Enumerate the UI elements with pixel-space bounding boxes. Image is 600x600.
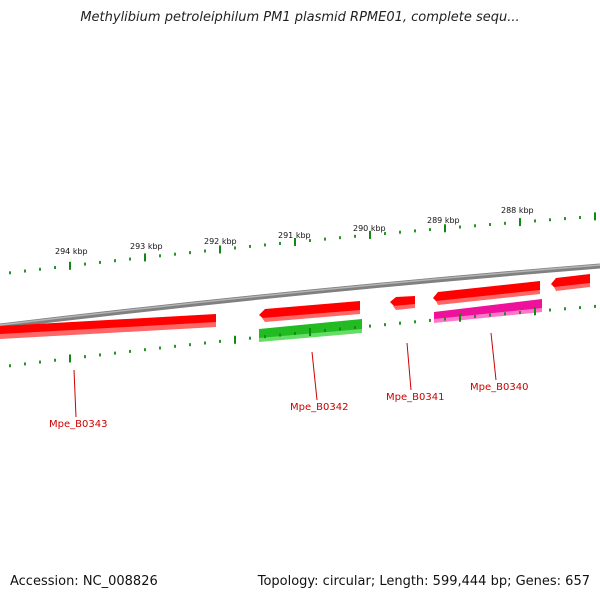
ruler-label: 293 kbp [130, 242, 163, 251]
inner-tick-ring [9, 304, 596, 368]
summary-text: Topology: circular; Length: 599,444 bp; … [257, 574, 590, 589]
ruler-label: 290 kbp [353, 224, 386, 233]
accession-text: Accession: NC_008826 [10, 574, 158, 589]
ruler-label: 294 kbp [55, 247, 88, 256]
ruler-label: 288 kbp [501, 206, 534, 215]
ruler-label: 289 kbp [427, 216, 460, 225]
ruler-label: 292 kbp [204, 237, 237, 246]
gene-labels: Mpe_B0343 Mpe_B0342 Mpe_B0341 Mpe_B0340 [49, 382, 528, 430]
outer-tick-ring [9, 212, 596, 275]
gene-label-leaders [73, 332, 497, 418]
gene-feature-mpe-b0340[interactable] [433, 281, 540, 303]
gene-label[interactable]: Mpe_B0341 [386, 392, 444, 403]
gene-feature-mpe-b0343[interactable] [0, 314, 216, 336]
gene-label[interactable]: Mpe_B0343 [49, 419, 107, 430]
gene-label[interactable]: Mpe_B0342 [290, 402, 348, 413]
ruler-labels: 294 kbp 293 kbp 292 kbp 291 kbp 290 kbp … [55, 206, 534, 256]
map-title: Methylibium petroleiphilum PM1 plasmid R… [80, 10, 520, 25]
gene-feature-mpe-b0342[interactable] [259, 301, 360, 320]
gene-label[interactable]: Mpe_B0340 [470, 382, 528, 393]
genome-backbone [0, 263, 600, 329]
ruler-label: 291 kbp [278, 231, 311, 240]
forward-features [0, 274, 590, 339]
